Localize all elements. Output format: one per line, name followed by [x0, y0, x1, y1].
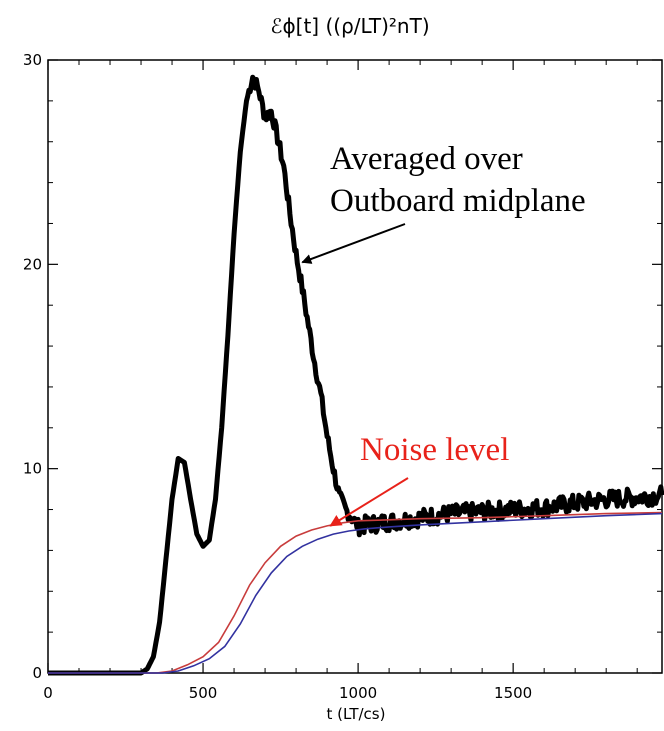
annotation-text: Noise level: [360, 432, 509, 468]
series-2-line: [48, 512, 663, 674]
annotations-group: Averaged over Outboard midplane Noise leve…: [301, 141, 586, 527]
x-axis-label: t (LT/cs): [327, 705, 386, 723]
chart-title: ℰϕ[t] ((ρ/LT)²nT): [270, 14, 429, 38]
x-tick-label: 0: [43, 684, 53, 702]
series-1-line: [48, 511, 663, 674]
annotation-arrow: [301, 223, 406, 264]
y-tick-label: 30: [23, 51, 42, 69]
plot-frame: [47, 59, 663, 674]
series-group: [46, 74, 664, 676]
series-0-line: [46, 74, 664, 676]
annotation-text: Outboard midplane: [330, 183, 586, 219]
x-tick-label: 500: [189, 684, 218, 702]
ticks-group: 0 500 1000 1500 0 10 20 30: [23, 51, 662, 702]
y-tick-label: 0: [32, 664, 42, 682]
y-tick-label: 20: [23, 255, 42, 273]
x-tick-label: 1500: [494, 684, 532, 702]
y-tick-label: 10: [23, 460, 42, 478]
annotation-arrow: [329, 477, 409, 527]
annotation-text: Averaged over: [330, 141, 523, 177]
x-tick-label: 1000: [339, 684, 377, 702]
